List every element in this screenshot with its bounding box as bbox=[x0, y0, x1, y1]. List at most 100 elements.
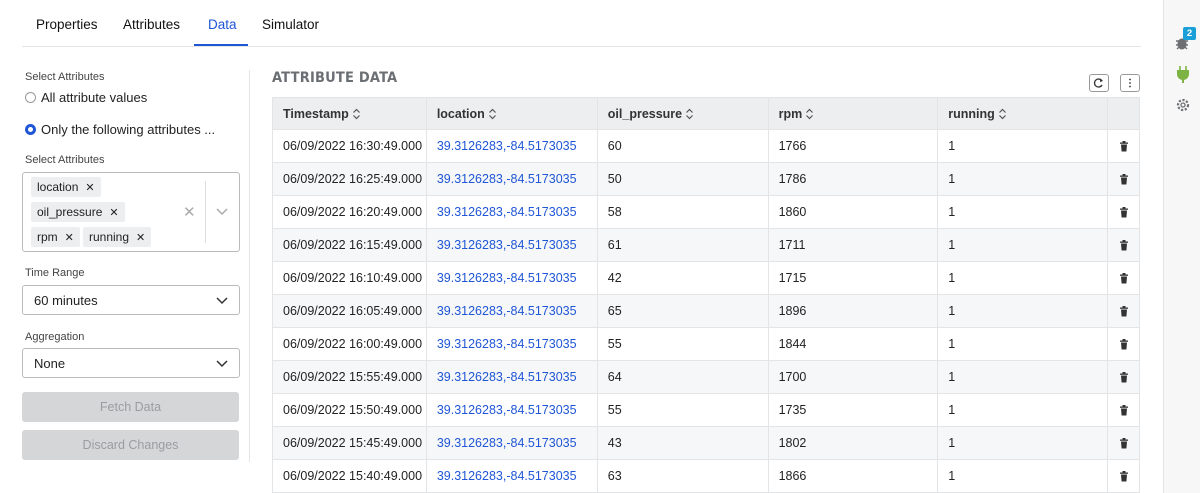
chip[interactable]: rpm ✕ bbox=[31, 227, 80, 247]
radio-label[interactable]: All attribute values bbox=[41, 90, 148, 105]
location-link[interactable]: 39.3126283,-84.5173035 bbox=[425, 327, 598, 361]
table-cell: 1 bbox=[937, 294, 1108, 328]
action-cell bbox=[1107, 228, 1140, 262]
delete-icon[interactable] bbox=[1119, 240, 1129, 251]
debug-icon[interactable] bbox=[1173, 34, 1191, 52]
table-row: 06/09/2022 16:15:49.000 39.3126283,-84.51… bbox=[272, 228, 1140, 262]
chevron bbox=[216, 297, 228, 305]
table-cell: 43 bbox=[596, 426, 769, 460]
column-label: running bbox=[948, 106, 995, 121]
chip[interactable]: oil_pressure ✕ bbox=[31, 202, 125, 222]
delete-icon[interactable] bbox=[1119, 372, 1129, 383]
sort-icon bbox=[686, 108, 694, 120]
action-cell bbox=[1107, 162, 1140, 196]
location-link[interactable]: 39.3126283,-84.5173035 bbox=[425, 261, 598, 295]
dropdown[interactable]: 60 minutes bbox=[22, 285, 240, 315]
table-cell: 1700 bbox=[767, 360, 939, 394]
table-cell: 1 bbox=[937, 195, 1108, 229]
radio-checked[interactable] bbox=[25, 124, 36, 135]
menu-icon bbox=[1129, 78, 1131, 88]
table-cell: 06/09/2022 16:20:49.000 bbox=[272, 195, 427, 229]
multi-select[interactable]: ✕ location ✕ oil_pressure ✕ rpm ✕ running ✕ bbox=[22, 172, 240, 252]
column-header[interactable]: oil_pressure bbox=[596, 97, 769, 130]
location-link[interactable]: 39.3126283,-84.5173035 bbox=[425, 195, 598, 229]
dropdown-value: 60 minutes bbox=[34, 293, 98, 308]
location-link[interactable]: 39.3126283,-84.5173035 bbox=[425, 228, 598, 262]
settings-icon[interactable] bbox=[1174, 96, 1192, 114]
delete-icon[interactable] bbox=[1119, 273, 1129, 284]
delete-icon[interactable] bbox=[1119, 438, 1129, 449]
column-header[interactable]: running bbox=[937, 97, 1108, 130]
chip-remove[interactable]: ✕ bbox=[64, 232, 74, 244]
table-cell: 1 bbox=[937, 360, 1108, 394]
tab-underline bbox=[194, 44, 248, 46]
delete-icon[interactable] bbox=[1119, 471, 1129, 482]
radio-label[interactable]: Only the following attributes ... bbox=[41, 122, 216, 137]
chevron bbox=[216, 360, 228, 368]
button-disabled[interactable]: Fetch Data bbox=[22, 392, 239, 422]
location-link[interactable]: 39.3126283,-84.5173035 bbox=[425, 129, 598, 163]
column-label: location bbox=[436, 106, 485, 121]
table-cell: 1896 bbox=[767, 294, 939, 328]
radio[interactable] bbox=[25, 92, 36, 103]
chip-remove[interactable]: ✕ bbox=[136, 232, 146, 244]
location-link[interactable]: 39.3126283,-84.5173035 bbox=[425, 459, 598, 493]
table-cell: 42 bbox=[596, 261, 769, 295]
table-cell: 1 bbox=[937, 459, 1108, 493]
column-header[interactable]: Timestamp bbox=[272, 97, 427, 130]
location-link[interactable]: 39.3126283,-84.5173035 bbox=[425, 393, 598, 427]
table-row: 06/09/2022 16:05:49.000 39.3126283,-84.51… bbox=[272, 294, 1140, 328]
delete-icon[interactable] bbox=[1119, 141, 1129, 152]
column-label: oil_pressure bbox=[607, 106, 683, 121]
tab-active[interactable]: Data bbox=[208, 17, 237, 32]
tab[interactable]: Properties bbox=[36, 17, 98, 32]
delete-icon[interactable] bbox=[1119, 306, 1129, 317]
action-cell bbox=[1107, 129, 1140, 163]
table-cell: 65 bbox=[596, 294, 769, 328]
table-cell: 06/09/2022 15:55:49.000 bbox=[272, 360, 427, 394]
clear-icon[interactable]: ✕ bbox=[183, 204, 196, 221]
location-link[interactable]: 39.3126283,-84.5173035 bbox=[425, 162, 598, 196]
menu-button[interactable] bbox=[1120, 74, 1140, 92]
label: Aggregation bbox=[25, 331, 85, 343]
delete-icon[interactable] bbox=[1119, 207, 1129, 218]
column-header[interactable]: location bbox=[425, 97, 598, 130]
column-header-actions bbox=[1107, 97, 1140, 130]
column-header[interactable]: rpm bbox=[767, 97, 939, 130]
panel-title: ATTRIBUTE DATA bbox=[272, 70, 398, 86]
delete-icon[interactable] bbox=[1119, 174, 1129, 185]
chip-remove[interactable]: ✕ bbox=[85, 182, 95, 194]
table-cell: 1860 bbox=[767, 195, 939, 229]
tab[interactable]: Attributes bbox=[123, 17, 181, 32]
chip-remove[interactable]: ✕ bbox=[109, 207, 119, 219]
dropdown-value: None bbox=[34, 356, 66, 371]
table-cell: 64 bbox=[596, 360, 769, 394]
location-link[interactable]: 39.3126283,-84.5173035 bbox=[425, 360, 598, 394]
sort-icon bbox=[488, 108, 496, 120]
table-cell: 1 bbox=[937, 162, 1108, 196]
chip[interactable]: location ✕ bbox=[31, 177, 101, 197]
header-row: Timestamp location oil_pressure rpm running bbox=[272, 97, 1140, 130]
chevron[interactable] bbox=[215, 207, 229, 217]
table-cell: 1 bbox=[937, 426, 1108, 460]
badge: 2 bbox=[1183, 27, 1196, 40]
dropdown[interactable]: None bbox=[22, 348, 240, 378]
refresh-button[interactable] bbox=[1089, 74, 1109, 92]
tab[interactable]: Simulator bbox=[262, 17, 320, 32]
table-cell: 06/09/2022 16:05:49.000 bbox=[272, 294, 427, 328]
label: Select Attributes bbox=[25, 154, 105, 166]
location-link[interactable]: 39.3126283,-84.5173035 bbox=[425, 426, 598, 460]
table-cell: 1711 bbox=[767, 228, 939, 262]
table-row: 06/09/2022 15:50:49.000 39.3126283,-84.51… bbox=[272, 393, 1140, 427]
plug-icon[interactable] bbox=[1175, 65, 1191, 83]
chip-label: running bbox=[89, 230, 130, 244]
table-cell: 06/09/2022 16:30:49.000 bbox=[272, 129, 427, 163]
delete-icon[interactable] bbox=[1119, 405, 1129, 416]
action-cell bbox=[1107, 294, 1140, 328]
chip[interactable]: running ✕ bbox=[83, 227, 152, 247]
button-disabled[interactable]: Discard Changes bbox=[22, 430, 239, 460]
chip-label: location bbox=[37, 180, 79, 194]
location-link[interactable]: 39.3126283,-84.5173035 bbox=[425, 294, 598, 328]
delete-icon[interactable] bbox=[1119, 339, 1129, 350]
